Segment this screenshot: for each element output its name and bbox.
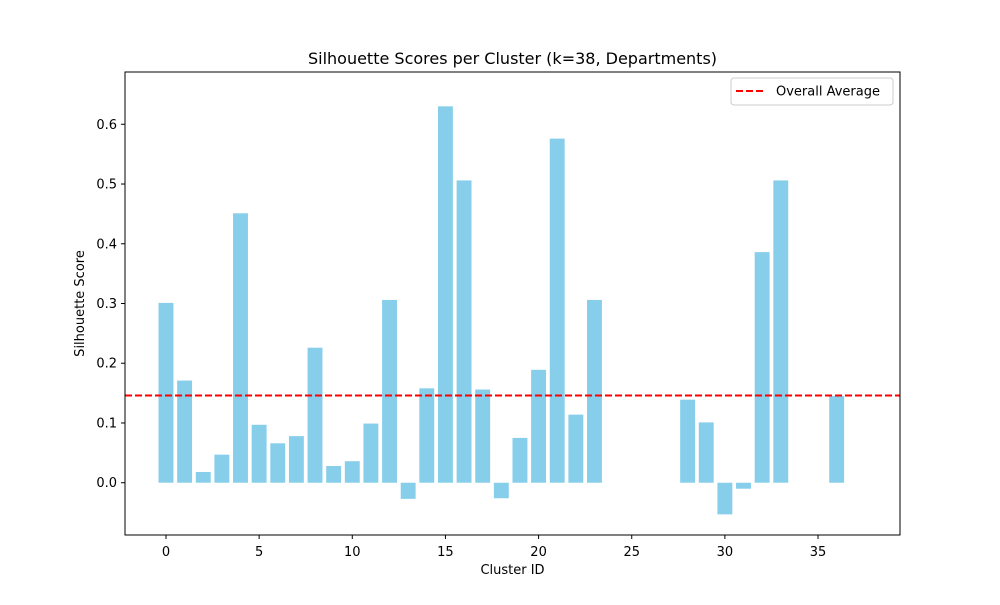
bar-cluster-18: [493, 482, 509, 499]
bar-cluster-31: [736, 482, 751, 489]
bar-cluster-23: [587, 299, 602, 483]
y-tick-label: 0.1: [96, 416, 117, 431]
y-tick-label: 0.6: [96, 118, 117, 133]
bar-cluster-4: [233, 213, 248, 483]
bar-cluster-30: [717, 482, 733, 515]
y-tick-label: 0.4: [96, 237, 117, 252]
bar-cluster-1: [177, 380, 193, 483]
y-tick-label: 0.2: [96, 357, 117, 372]
legend: Overall Average: [730, 77, 894, 106]
y-ticks: 0.0 0.1 0.2 0.3 0.4 0.5 0.6: [96, 118, 125, 491]
bar-cluster-8: [307, 347, 323, 483]
bar-cluster-32: [754, 252, 770, 483]
chart-title: Silhouette Scores per Cluster (k=38, Dep…: [308, 49, 717, 68]
bar-cluster-9: [326, 466, 342, 483]
bar-cluster-28: [680, 399, 696, 483]
bar-cluster-19: [512, 437, 528, 483]
bar-cluster-2: [195, 471, 211, 483]
x-tick-label: 10: [344, 545, 361, 560]
bar-cluster-7: [288, 436, 304, 483]
bar-cluster-11: [363, 423, 379, 483]
bar-cluster-22: [568, 414, 584, 483]
bar-cluster-16: [456, 180, 472, 483]
x-tick-label: 0: [162, 545, 170, 560]
y-axis-label: Silhouette Score: [73, 250, 88, 357]
bar-cluster-20: [531, 369, 547, 483]
y-tick-label: 0.5: [96, 178, 117, 193]
bar-cluster-10: [344, 461, 360, 483]
x-tick-label: 20: [530, 545, 547, 560]
bar-cluster-13: [400, 482, 416, 499]
bars-layer: [158, 106, 845, 515]
bar-cluster-5: [251, 424, 267, 483]
y-tick-label: 0.3: [96, 297, 117, 312]
bar-cluster-12: [382, 299, 397, 483]
legend-label: Overall Average: [776, 85, 880, 100]
bar-cluster-6: [270, 443, 286, 483]
x-axis-label: Cluster ID: [480, 563, 544, 578]
bar-cluster-14: [419, 388, 435, 483]
bar-cluster-17: [475, 389, 491, 483]
x-tick-label: 35: [810, 545, 827, 560]
bar-cluster-15: [437, 106, 453, 483]
legend-box: [730, 77, 894, 106]
bar-cluster-29: [698, 422, 714, 483]
x-tick-label: 30: [717, 545, 734, 560]
bar-cluster-0: [158, 302, 174, 483]
x-ticks: 0 5 10 15 20 25 30 35: [162, 535, 826, 560]
y-tick-label: 0.0: [96, 476, 117, 491]
bar-cluster-21: [549, 138, 565, 483]
bar-cluster-3: [214, 454, 230, 483]
x-tick-label: 25: [623, 545, 640, 560]
x-tick-label: 15: [437, 545, 454, 560]
x-tick-label: 5: [255, 545, 263, 560]
bar-cluster-36: [829, 396, 845, 483]
bar-cluster-33: [773, 180, 789, 483]
